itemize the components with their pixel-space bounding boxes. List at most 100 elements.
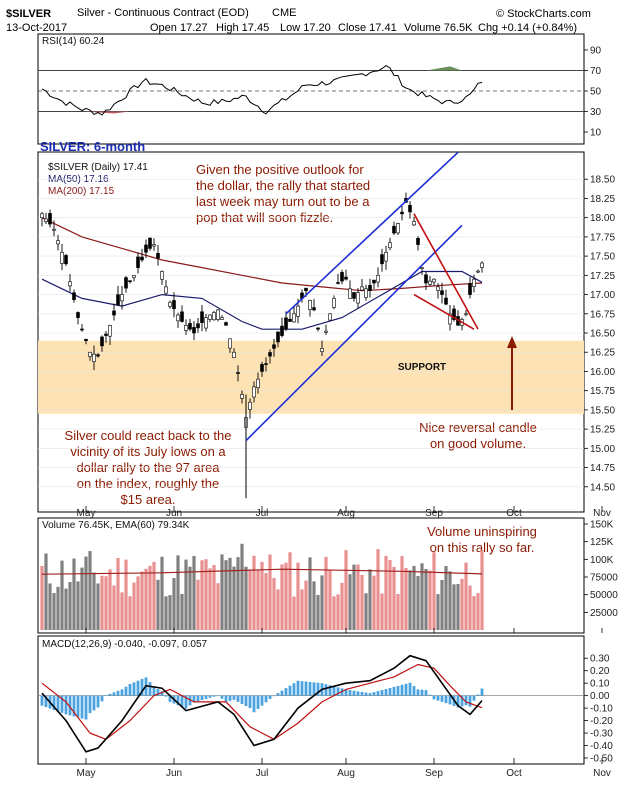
- volume-bar-down: [96, 583, 100, 630]
- candle-down: [400, 211, 404, 215]
- volume-bar-up: [284, 562, 288, 630]
- macd-histogram-bar: [40, 695, 44, 706]
- volume-bar-up: [340, 582, 344, 630]
- macd-histogram-bar: [44, 695, 48, 708]
- macd-histogram-bar: [376, 691, 380, 696]
- candle-down: [340, 272, 344, 282]
- macd-histogram-bar: [228, 695, 232, 701]
- legend-symbol: $SILVER (Daily) 17.41: [48, 162, 148, 173]
- candle-up: [60, 251, 64, 264]
- macd-histogram-bar: [108, 693, 112, 696]
- candle-down: [288, 318, 292, 322]
- volume-bar-up: [476, 593, 480, 630]
- volume-y-tick-label: 50000: [590, 590, 618, 601]
- volume-bar-up: [264, 573, 268, 630]
- macd-histogram-bar: [428, 694, 432, 696]
- volume-bar-up: [252, 555, 256, 630]
- price-y-tick-label: 17.75: [590, 232, 615, 243]
- volume-bar-up: [268, 554, 272, 630]
- macd-histogram-bar: [404, 683, 408, 696]
- candle-up: [232, 351, 236, 359]
- volume-bar-up: [332, 596, 336, 630]
- volume-bar-up: [280, 564, 284, 630]
- volume-bar-down: [452, 584, 456, 630]
- macd-histogram-bar: [220, 695, 224, 699]
- volume-bar-down: [168, 595, 172, 630]
- price-y-tick-label: 18.50: [590, 175, 615, 186]
- candle-up: [132, 275, 136, 278]
- macd-histogram-bar: [164, 695, 168, 697]
- macd-histogram-bar: [460, 695, 464, 707]
- price-y-tick-label: 16.50: [590, 329, 615, 340]
- candle-up: [184, 325, 188, 331]
- macd-histogram-bar: [400, 684, 404, 696]
- volume-bar-up: [196, 579, 200, 630]
- macd-histogram-bar: [328, 685, 332, 696]
- volume-bar-up: [100, 575, 104, 630]
- volume-bar-up: [432, 552, 436, 630]
- volume-bar-up: [112, 585, 116, 630]
- macd-histogram-bar: [236, 695, 240, 702]
- macd-histogram-bar: [88, 695, 92, 714]
- volume-bar-down: [60, 560, 64, 630]
- macd-histogram-bar: [380, 690, 384, 696]
- price-y-tick-label: 15.75: [590, 386, 615, 397]
- chart-title: SILVER: 6-month: [40, 139, 145, 154]
- x-tick-label-bottom: Sep: [425, 768, 443, 779]
- candle-down: [264, 363, 268, 365]
- reversal-arrow-head: [507, 336, 517, 348]
- macd-histogram-bar: [168, 695, 172, 702]
- macd-histogram-bar: [300, 681, 304, 696]
- candle-down: [192, 327, 196, 334]
- macd-y-tick-label: -0.20: [590, 716, 613, 727]
- annotation-july-line-2: vicinity of its July lows on a: [70, 444, 226, 459]
- volume-bar-down: [308, 557, 312, 630]
- candle-up: [412, 221, 416, 226]
- x-tick-label-bottom: Jun: [166, 768, 182, 779]
- volume-bar-down: [180, 594, 184, 630]
- volume-bar-up: [464, 562, 468, 630]
- macd-histogram-bar: [324, 684, 328, 696]
- candle-down: [260, 364, 264, 372]
- candle-down: [372, 279, 376, 284]
- macd-histogram-bar: [216, 695, 220, 697]
- macd-histogram-bar: [188, 695, 192, 706]
- candle-up: [120, 294, 124, 302]
- annotation-dollar-line-2: the dollar, the rally that started: [196, 178, 370, 193]
- macd-histogram-bar: [52, 695, 56, 710]
- candle-down: [112, 310, 116, 316]
- candle-up: [420, 267, 424, 269]
- annotation-dollar-line-3: last week may turn out to be a: [196, 194, 370, 209]
- macd-histogram-bar: [316, 682, 320, 696]
- rsi-legend: RSI(14) 60.24: [42, 36, 105, 47]
- candle-up: [220, 317, 224, 320]
- candle-down: [148, 237, 152, 249]
- candle-up: [432, 278, 436, 283]
- macd-histogram-bar: [436, 695, 440, 701]
- volume-bar-down: [312, 581, 316, 630]
- rsi-panel-frame: [37, 33, 585, 145]
- macd-histogram-bar: [160, 691, 164, 696]
- price-y-tick-label: 15.25: [590, 425, 615, 436]
- macd-histogram-bar: [120, 689, 124, 696]
- rsi-panel: RSI(14) 60.24 90 70 50 30 10: [38, 36, 602, 139]
- candle-up: [388, 242, 392, 249]
- volume-y-tick-label: 125K: [590, 537, 614, 548]
- macd-histogram-bar: [268, 695, 272, 699]
- candle-down: [64, 255, 68, 265]
- macd-y-tick-label: 0.10: [590, 679, 610, 690]
- macd-histogram-bar: [332, 686, 336, 696]
- macd-histogram-bar: [368, 693, 372, 696]
- volume-bar-down: [364, 593, 368, 630]
- volume-bar-down: [316, 594, 320, 630]
- macd-legend: MACD(12,26,9) -0.040, -0.097, 0.057: [42, 639, 208, 650]
- volume-bar-down: [436, 594, 440, 630]
- volume-bar-up: [344, 550, 348, 630]
- exchange-label: CME: [272, 7, 296, 19]
- volume-panel-frame: [37, 517, 585, 634]
- rsi-overbought-fill: [426, 66, 462, 71]
- price-panel-frame: [37, 151, 585, 513]
- volume-bar-down: [220, 554, 224, 630]
- volume-bar-down: [416, 576, 420, 630]
- volume-label: Volume 76.5K: [404, 22, 473, 34]
